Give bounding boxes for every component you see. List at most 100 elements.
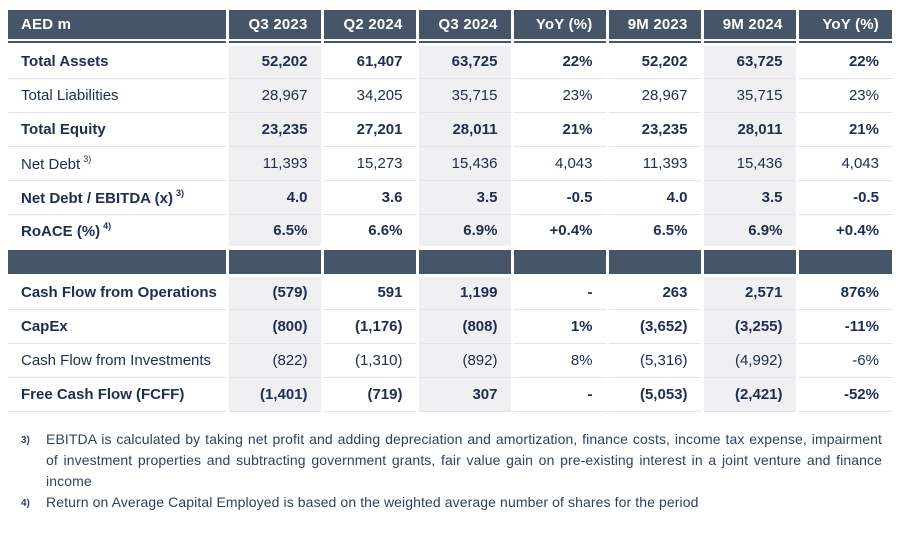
- row-label-text: Net Debt / EBITDA (x): [21, 189, 173, 207]
- header-underline-cell: [415, 40, 512, 46]
- header-underline-cell: [510, 40, 607, 46]
- column-header: Q3 2023: [225, 10, 322, 41]
- row-label: Total Assets: [8, 44, 227, 79]
- value-cell: 591: [320, 275, 417, 310]
- value-cell: 876%: [795, 275, 892, 310]
- header-underline-cell: [8, 40, 227, 46]
- value-cell: 63,725: [700, 44, 797, 79]
- section-separator-cell: [415, 246, 512, 277]
- table-row: Net Debt / EBITDA (x) 3) 4.0 3.6 3.5 -0.5 4.0 3…: [8, 180, 892, 215]
- column-header: YoY (%): [795, 10, 892, 41]
- footnote-reference: 4): [103, 220, 112, 231]
- table-row: Free Cash Flow (FCFF) (1,401) (719) 307- (5,…: [8, 377, 892, 412]
- header-underline-strip: [8, 40, 892, 46]
- value-cell: 6.9%: [415, 214, 512, 249]
- value-cell: -0.5: [510, 180, 607, 215]
- table-row: Total Assets 52,202 61,407 63,725 22% 52,202 6…: [8, 44, 892, 79]
- value-cell: 1%: [510, 309, 607, 344]
- value-cell: 28,011: [415, 112, 512, 147]
- value-cell: 52,202: [225, 44, 322, 79]
- header-underline-cell: [795, 40, 892, 46]
- footnote-marker: 3): [21, 434, 30, 446]
- row-label-text: CapEx: [21, 317, 68, 335]
- value-cell: -: [510, 275, 607, 310]
- table-header-row: AED m Q3 2023 Q2 2024 Q3 2024 YoY (%) 9M 2023…: [8, 10, 892, 41]
- value-cell: 23%: [795, 78, 892, 113]
- value-cell: 28,967: [605, 78, 702, 113]
- value-cell: 1,199: [415, 275, 512, 310]
- value-cell: 21%: [795, 112, 892, 147]
- value-cell: 4,043: [795, 146, 892, 181]
- value-cell: 52,202: [605, 44, 702, 79]
- value-cell: -0.5: [795, 180, 892, 215]
- row-label: Cash Flow from Investments: [8, 343, 227, 378]
- value-cell: (822): [225, 343, 322, 378]
- header-underline-cell: [700, 40, 797, 46]
- table-row: Cash Flow from Investments (822) (1,310) (8…: [8, 343, 892, 378]
- header-underline-cell: [605, 40, 702, 46]
- value-cell: 11,393: [605, 146, 702, 181]
- value-cell: 4.0: [225, 180, 322, 215]
- table-body: Total Assets 52,202 61,407 63,725 22% 52,202 6…: [8, 44, 892, 412]
- value-cell: 3.5: [415, 180, 512, 215]
- table-head: AED m Q3 2023 Q2 2024 Q3 2024 YoY (%) 9M 2023…: [8, 10, 892, 46]
- value-cell: 23,235: [605, 112, 702, 147]
- value-cell: 8%: [510, 343, 607, 378]
- section-separator-cell: [510, 246, 607, 277]
- value-cell: 61,407: [320, 44, 417, 79]
- value-cell: 34,205: [320, 78, 417, 113]
- value-cell: (808): [415, 309, 512, 344]
- section-separator-cell: [700, 246, 797, 277]
- page: AED m Q3 2023 Q2 2024 Q3 2024 YoY (%) 9M 2023…: [8, 10, 892, 513]
- row-label: Total Liabilities: [8, 78, 227, 113]
- footnote-marker: 4): [21, 497, 30, 509]
- section-separator-cell: [225, 246, 322, 277]
- section-separator-cell: [8, 246, 227, 277]
- header-underline-cell: [320, 40, 417, 46]
- row-label: Net Debt / EBITDA (x) 3): [8, 180, 227, 215]
- value-cell: 21%: [510, 112, 607, 147]
- value-cell: (3,255): [700, 309, 797, 344]
- row-label-text: Net Debt: [21, 155, 81, 173]
- value-cell: (1,310): [320, 343, 417, 378]
- value-cell: -: [510, 377, 607, 412]
- section-separator-cell: [795, 246, 892, 277]
- column-header: 9M 2024: [700, 10, 797, 41]
- value-cell: (579): [225, 275, 322, 310]
- row-label-text: Free Cash Flow (FCFF): [21, 385, 185, 403]
- row-label: Net Debt 3): [8, 146, 227, 181]
- footnote-reference: 3): [83, 153, 92, 164]
- value-cell: 307: [415, 377, 512, 412]
- value-cell: -52%: [795, 377, 892, 412]
- value-cell: 63,725: [415, 44, 512, 79]
- value-cell: +0.4%: [510, 214, 607, 249]
- value-cell: 4,043: [510, 146, 607, 181]
- value-cell: 263: [605, 275, 702, 310]
- footnote: 3) EBITDA is calculated by taking net pro…: [21, 429, 882, 492]
- value-cell: 15,436: [415, 146, 512, 181]
- row-label-text: Cash Flow from Investments: [21, 351, 212, 369]
- row-label: CapEx: [8, 309, 227, 344]
- column-header: 9M 2023: [605, 10, 702, 41]
- value-cell: 4.0: [605, 180, 702, 215]
- value-cell: 22%: [510, 44, 607, 79]
- value-cell: 22%: [795, 44, 892, 79]
- header-underline-cell: [225, 40, 322, 46]
- table-row: RoACE (%) 4) 6.5% 6.6% 6.9% +0.4% 6.5% 6.9% +0.4…: [8, 214, 892, 249]
- value-cell: 6.5%: [225, 214, 322, 249]
- value-cell: 23%: [510, 78, 607, 113]
- value-cell: 6.9%: [700, 214, 797, 249]
- value-cell: (2,421): [700, 377, 797, 412]
- table-row: CapEx (800) (1,176) (808) 1% (3,652) (3,255) -1…: [8, 309, 892, 344]
- row-label: RoACE (%) 4): [8, 214, 227, 249]
- value-cell: 15,273: [320, 146, 417, 181]
- value-cell: (4,992): [700, 343, 797, 378]
- value-cell: (719): [320, 377, 417, 412]
- footnotes: 3) EBITDA is calculated by taking net pro…: [21, 429, 882, 513]
- value-cell: 28,011: [700, 112, 797, 147]
- value-cell: 6.6%: [320, 214, 417, 249]
- value-cell: 3.6: [320, 180, 417, 215]
- value-cell: (5,316): [605, 343, 702, 378]
- value-cell: 35,715: [415, 78, 512, 113]
- column-header: YoY (%): [510, 10, 607, 41]
